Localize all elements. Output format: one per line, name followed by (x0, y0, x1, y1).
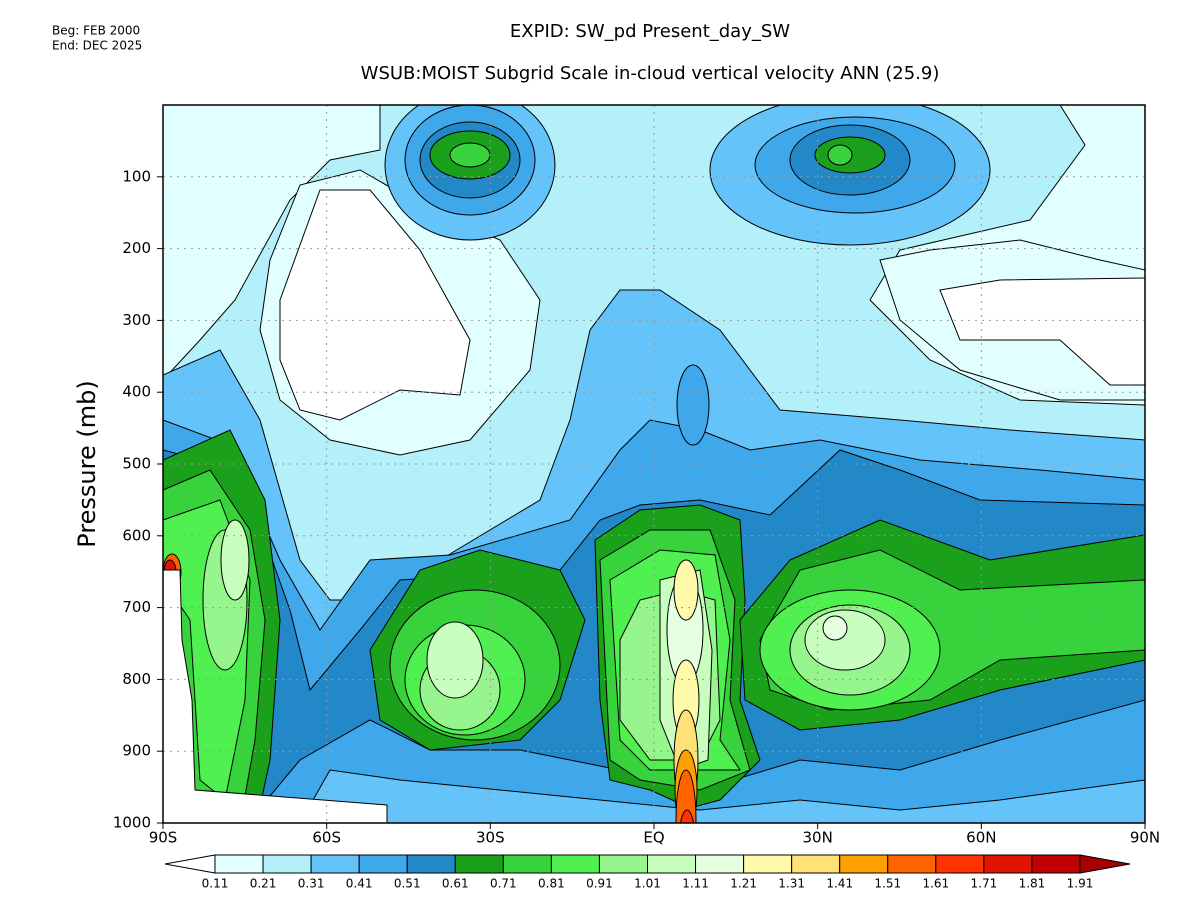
contour-region (220, 519, 250, 601)
y-tick-label: 300 (122, 311, 151, 329)
colorbar-box (983, 854, 1033, 874)
x-tick-label: 90N (1130, 829, 1160, 847)
colorbar-label: 1.31 (778, 877, 805, 891)
x-tick-label: 60N (966, 829, 996, 847)
x-tick-label: 60S (312, 829, 341, 847)
contour-region (679, 809, 695, 823)
colorbar-box (262, 854, 312, 874)
colorbar-label: 0.91 (586, 877, 613, 891)
y-tick-label: 600 (122, 526, 151, 544)
contour-region (163, 569, 388, 823)
colorbar-label: 1.71 (971, 877, 998, 891)
contour-region (279, 189, 471, 421)
y-tick-label: 700 (122, 598, 151, 616)
colorbar-box (1031, 854, 1081, 874)
colorbar-label: 1.01 (634, 877, 661, 891)
contour-region (675, 769, 697, 823)
y-tick-label: 500 (122, 455, 151, 473)
colorbar-end (1079, 854, 1131, 874)
plot-frame (162, 104, 1146, 824)
colorbar-label: 1.51 (874, 877, 901, 891)
colorbar-box (310, 854, 360, 874)
colorbar-box (935, 854, 985, 874)
contour-region (822, 615, 848, 641)
colorbar-label: 1.21 (730, 877, 757, 891)
colorbar-label: 0.41 (346, 877, 373, 891)
colorbar-box (647, 854, 697, 874)
colorbar-label: 0.21 (250, 877, 277, 891)
contour-field (163, 105, 1145, 823)
colorbar-box (695, 854, 745, 874)
contour-region (449, 142, 491, 168)
colorbar-box (839, 854, 889, 874)
x-tick-label: 90S (149, 829, 178, 847)
colorbar-box (887, 854, 937, 874)
colorbar-label: 1.81 (1019, 877, 1046, 891)
contour-region (673, 559, 699, 621)
contour-region (827, 144, 853, 166)
colorbar-label: 1.61 (922, 877, 949, 891)
colorbar-label: 0.31 (298, 877, 325, 891)
y-tick-label: 200 (122, 239, 151, 257)
y-axis-label: Pressure (mb) (73, 380, 101, 547)
colorbar-label: 1.41 (826, 877, 853, 891)
colorbar-box (791, 854, 841, 874)
colorbar-box (743, 854, 793, 874)
colorbar-label: 1.11 (682, 877, 709, 891)
chart-title: EXPID: SW_pd Present_day_SW (510, 21, 790, 42)
y-tick-label: 900 (122, 742, 151, 760)
colorbar-box (406, 854, 456, 874)
contour-region (676, 364, 710, 446)
chart-subtitle: WSUB:MOIST Subgrid Scale in-cloud vertic… (361, 63, 940, 84)
colorbar-label: 0.11 (202, 877, 229, 891)
y-tick-label: 400 (122, 383, 151, 401)
header-line: Beg: FEB 2000 (52, 24, 140, 38)
header-line: End: DEC 2025 (52, 39, 142, 53)
colorbar-box (214, 854, 264, 874)
colorbar-box (550, 854, 600, 874)
x-tick-label: 30N (803, 829, 833, 847)
colorbar-box (454, 854, 504, 874)
contour-region (804, 609, 886, 671)
y-tick-label: 800 (122, 670, 151, 688)
colorbar-label: 1.91 (1067, 877, 1094, 891)
contour-region (939, 277, 1145, 386)
contour-region (426, 621, 484, 699)
colorbar-box (358, 854, 408, 874)
x-tick-label: EQ (643, 829, 664, 847)
colorbar-box (502, 854, 552, 874)
colorbar-label: 0.61 (442, 877, 469, 891)
colorbar-label: 0.51 (394, 877, 421, 891)
y-tick-label: 100 (122, 167, 151, 185)
colorbar-label: 0.71 (490, 877, 517, 891)
colorbar-box (598, 854, 649, 874)
colorbar-end (164, 854, 216, 874)
colorbar-label: 0.81 (538, 877, 565, 891)
y-tick-label: 1000 (113, 814, 151, 832)
x-tick-label: 30S (476, 829, 505, 847)
